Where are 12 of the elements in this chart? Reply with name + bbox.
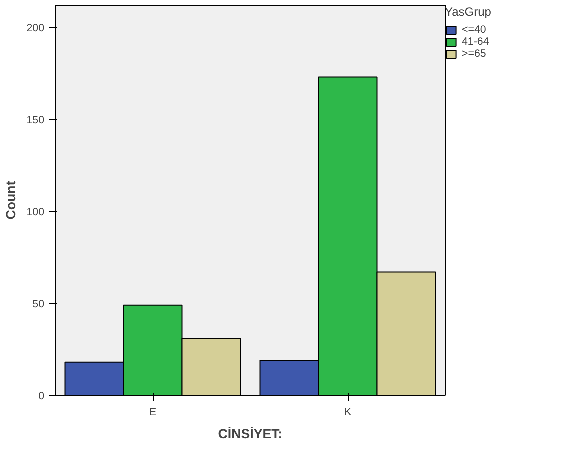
y-tick-label: 50 <box>32 298 45 311</box>
y-axis-title: Count <box>4 180 19 220</box>
legend-label: 41-64 <box>462 36 490 48</box>
y-tick-label: 150 <box>26 114 45 127</box>
x-tick-label: E <box>149 406 157 418</box>
x-tick-label: K <box>344 406 352 418</box>
y-tick-label: 100 <box>26 206 45 219</box>
y-tick-label: 0 <box>38 390 45 402</box>
legend-label: <=40 <box>462 24 486 36</box>
legend-label: >=65 <box>462 48 486 60</box>
x-axis-title: CİNSİYET: <box>218 426 283 442</box>
y-tick-label: 200 <box>26 22 45 35</box>
